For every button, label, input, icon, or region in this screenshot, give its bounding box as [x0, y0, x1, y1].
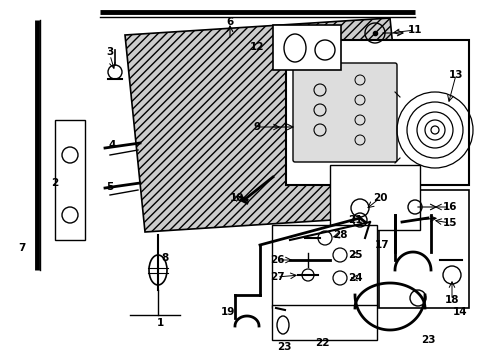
- Text: 11: 11: [407, 25, 421, 35]
- Text: 7: 7: [18, 243, 26, 253]
- Text: 17: 17: [374, 240, 388, 250]
- Text: 16: 16: [442, 202, 456, 212]
- Text: 10: 10: [229, 193, 244, 203]
- Text: 21: 21: [347, 215, 362, 225]
- Text: 3: 3: [106, 47, 113, 57]
- Text: 24: 24: [347, 273, 362, 283]
- Bar: [285, 40, 468, 185]
- Text: 8: 8: [161, 253, 168, 263]
- Text: 27: 27: [269, 272, 284, 282]
- Text: 4: 4: [108, 140, 116, 150]
- FancyBboxPatch shape: [292, 63, 396, 162]
- Text: 14: 14: [452, 307, 467, 317]
- Text: 25: 25: [347, 250, 362, 260]
- Text: 28: 28: [332, 230, 346, 240]
- Text: 15: 15: [442, 218, 456, 228]
- Text: 5: 5: [106, 182, 113, 192]
- Text: 6: 6: [226, 17, 233, 27]
- Text: 13: 13: [448, 70, 462, 80]
- Text: 2: 2: [51, 178, 59, 188]
- Bar: [271, 225, 376, 308]
- Text: 23: 23: [420, 335, 434, 345]
- Text: 20: 20: [372, 193, 386, 203]
- Bar: [378, 190, 468, 308]
- Text: 12: 12: [249, 42, 264, 52]
- Bar: [272, 25, 340, 70]
- Text: 18: 18: [444, 295, 458, 305]
- Text: 26: 26: [269, 255, 284, 265]
- Text: 23: 23: [276, 342, 291, 352]
- Bar: [55, 120, 85, 240]
- Polygon shape: [125, 18, 409, 232]
- Text: 22: 22: [314, 338, 328, 348]
- Text: 9: 9: [253, 122, 260, 132]
- Bar: [271, 305, 376, 340]
- Bar: [329, 165, 419, 230]
- Text: 1: 1: [156, 318, 163, 328]
- Text: 19: 19: [221, 307, 235, 317]
